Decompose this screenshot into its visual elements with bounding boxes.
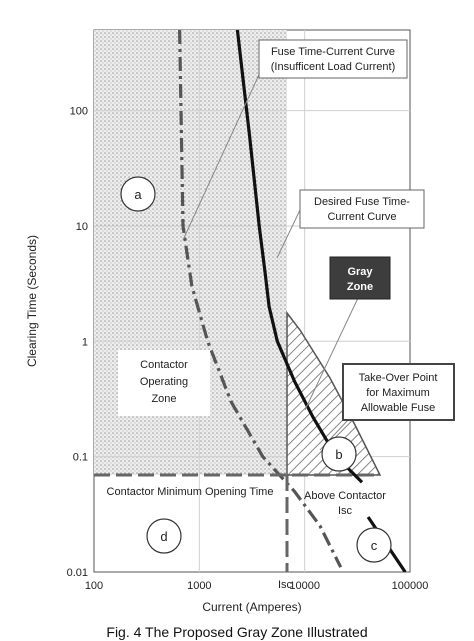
circle-c-label: c	[371, 538, 378, 553]
label-above-isc-2: Isc	[338, 505, 353, 517]
x-tick-3: 100000	[392, 580, 429, 592]
label-fuse-insufficient-2: (Insufficent Load Current)	[271, 61, 396, 73]
circle-d-label: d	[160, 529, 167, 544]
y-axis-title: Clearing Time (Seconds)	[25, 235, 39, 367]
box-operating-zone	[118, 350, 210, 416]
label-above-isc-1: Above Contactor	[304, 490, 386, 502]
circle-a-label: a	[134, 187, 142, 202]
label-takeover-1: Take-Over Point	[359, 372, 438, 384]
label-operating-zone-1: Contactor	[140, 359, 188, 371]
label-fuse-insufficient-1: Fuse Time-Current Curve	[271, 46, 395, 58]
x-tick-2: 10000	[289, 580, 320, 592]
y-tick-labels: 100 10 1 0.1 0.01	[67, 106, 88, 579]
label-desired-fuse-2: Current Curve	[327, 211, 396, 223]
series-line-1	[235, 30, 364, 484]
circle-b	[321, 436, 357, 472]
leader-fuse-insufficient	[182, 65, 264, 241]
label-gray-zone-2: Zone	[347, 281, 373, 293]
y-tick-2: 1	[82, 336, 88, 348]
x-tick-labels: 100 1000 10000 100000	[85, 580, 429, 592]
figure-caption: Fig. 4 The Proposed Gray Zone Illustrate…	[106, 624, 368, 640]
circle-a	[120, 176, 156, 212]
x-tick-0: 100	[85, 580, 103, 592]
box-desired-fuse	[299, 189, 425, 229]
label-min-opening-time: Contactor Minimum Opening Time	[107, 486, 274, 498]
y-tick-4: 0.01	[67, 567, 88, 579]
box-gray-zone	[329, 256, 391, 300]
y-tick-0: 100	[70, 106, 88, 118]
label-gray-zone-1: Gray	[347, 266, 373, 278]
label-isc: Isc	[278, 579, 293, 591]
x-tick-1: 1000	[187, 580, 211, 592]
circle-b-label: b	[335, 447, 342, 462]
y-tick-1: 10	[76, 221, 88, 233]
leader-desired-fuse	[276, 209, 301, 259]
label-takeover-2: for Maximum	[366, 387, 430, 399]
label-takeover-3: Allowable Fuse	[361, 402, 436, 414]
box-takeover	[342, 363, 455, 421]
circle-c	[356, 527, 392, 563]
leader-gray-zone	[304, 297, 359, 411]
box-fuse-insufficient	[258, 39, 408, 79]
label-operating-zone-2: Operating	[140, 376, 188, 388]
circle-d	[146, 518, 182, 554]
series-line-0	[178, 30, 343, 568]
y-tick-3: 0.1	[73, 452, 88, 464]
label-operating-zone-3: Zone	[151, 393, 176, 405]
x-axis-title: Current (Amperes)	[202, 600, 301, 614]
label-desired-fuse-1: Desired Fuse Time-	[314, 196, 410, 208]
